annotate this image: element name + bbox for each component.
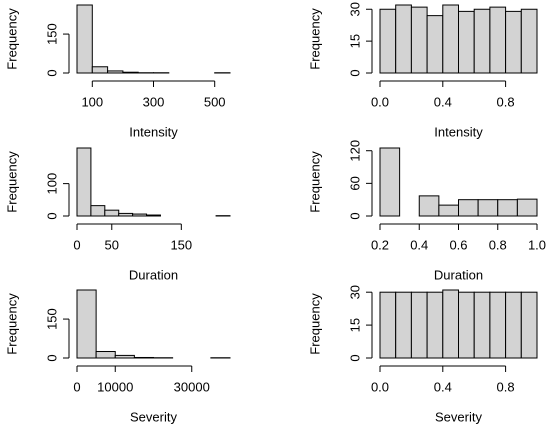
y-tick-label: 30 [347,2,362,16]
bar [516,198,538,217]
x-axis-label: Duration [129,267,178,282]
y-axis-label: Frequency [307,293,322,355]
x-tick-label: 0.8 [497,94,515,109]
y-axis-label: Frequency [4,151,19,213]
x-tick-label: 0.2 [371,237,389,252]
bar [458,199,479,217]
bar [489,6,507,74]
bar [146,214,161,217]
x-tick-label: 50 [105,237,119,252]
bar [426,291,444,359]
y-axis-label: Frequency [4,8,19,70]
x-axis-label: Intensity [129,124,178,139]
bar [395,291,412,359]
x-tick-label: 0.8 [497,379,515,394]
y-tick-label: 15 [347,318,362,332]
bar [489,291,507,359]
bar [91,66,109,74]
y-tick-label: 0 [44,354,59,361]
y-tick-label: 0 [347,212,362,219]
y-tick-label: 150 [44,23,59,45]
x-tick-label: 0.4 [434,379,452,394]
bar [426,15,444,74]
x-tick-label: 0.8 [489,237,507,252]
y-tick-label: 60 [347,176,362,190]
x-tick-label: 100 [81,94,103,109]
bar [76,289,97,359]
x-axis-label: Intensity [434,124,483,139]
bar [118,212,134,217]
y-tick-label: 100 [44,173,59,195]
x-tick-label: 0.4 [410,237,428,252]
x-axis-label: Duration [434,267,483,282]
bar [505,291,522,359]
bar [379,8,397,74]
bar [107,70,124,74]
y-tick-label: 150 [44,308,59,330]
x-tick-label: 1.0 [528,237,546,252]
bar [473,8,491,74]
bar [410,291,428,359]
y-tick-label: 0 [44,69,59,76]
x-tick-label: 0.0 [371,379,389,394]
bar [505,10,522,74]
y-tick-label: 0 [347,354,362,361]
bar [410,6,428,74]
x-tick-label: 0.4 [434,94,452,109]
y-tick-label: 30 [347,285,362,299]
x-tick-label: 10000 [97,379,133,394]
bar [395,4,412,74]
bar [473,291,491,359]
bar [133,356,154,359]
bar [379,147,401,217]
bar [442,289,459,359]
bar [477,199,499,217]
y-tick-label: 0 [44,212,59,219]
bar [114,354,135,359]
y-axis-label: Frequency [307,151,322,213]
bar [458,291,475,359]
bar [95,351,116,359]
bar [520,8,538,74]
x-tick-label: 0.6 [449,237,467,252]
bar [132,213,148,217]
x-tick-label: 30000 [174,379,210,394]
x-tick-label: 0 [73,379,80,394]
bar [76,4,93,74]
bar [458,10,475,74]
y-tick-label: 120 [347,140,362,162]
bar [76,147,92,217]
x-tick-label: 0 [73,237,80,252]
x-tick-label: 0.0 [371,94,389,109]
y-axis-label: Frequency [4,293,19,355]
bar [379,291,397,359]
x-tick-label: 300 [143,94,165,109]
bar [104,209,120,217]
y-tick-label: 15 [347,34,362,48]
bar [497,199,518,217]
x-axis-label: Severity [435,409,482,424]
x-axis-label: Severity [130,409,177,424]
x-tick-label: 500 [204,94,226,109]
bar [418,195,440,217]
y-axis-label: Frequency [307,8,322,70]
bar [90,205,106,217]
bar [122,71,139,74]
bar [520,291,538,359]
bar [442,4,459,74]
bar [438,204,459,217]
x-tick-label: 150 [170,237,192,252]
y-tick-label: 0 [347,69,362,76]
